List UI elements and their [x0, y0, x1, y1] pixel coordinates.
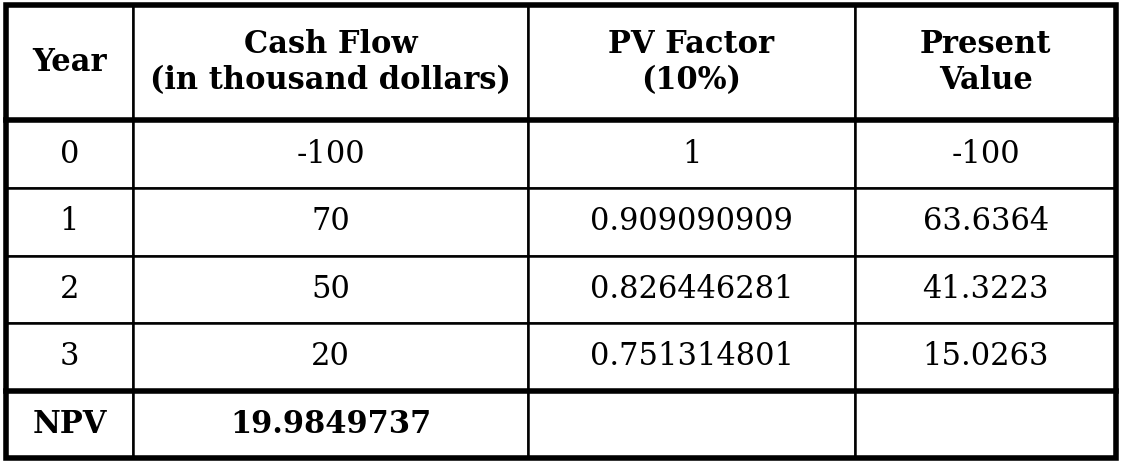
Bar — [6, 5, 134, 120]
Bar — [134, 188, 527, 256]
Bar — [527, 391, 855, 458]
Bar — [6, 188, 134, 256]
Bar — [855, 256, 1116, 323]
Bar — [527, 256, 855, 323]
Text: PV Factor
(10%): PV Factor (10%) — [608, 29, 774, 96]
Text: 70: 70 — [311, 206, 350, 237]
Bar — [134, 5, 527, 120]
Bar — [134, 323, 527, 391]
Bar — [6, 256, 134, 323]
Text: 0: 0 — [59, 138, 80, 169]
Text: 2: 2 — [59, 274, 80, 305]
Bar — [6, 323, 134, 391]
Text: 20: 20 — [311, 341, 350, 372]
Text: -100: -100 — [951, 138, 1020, 169]
Bar — [855, 188, 1116, 256]
Bar — [855, 5, 1116, 120]
Text: Year: Year — [33, 47, 107, 78]
Text: 19.9849737: 19.9849737 — [230, 409, 431, 440]
Bar — [6, 391, 134, 458]
Text: 41.3223: 41.3223 — [922, 274, 1049, 305]
Bar — [527, 188, 855, 256]
Bar — [527, 5, 855, 120]
Bar — [855, 391, 1116, 458]
Text: 1: 1 — [59, 206, 80, 237]
Text: 0.826446281: 0.826446281 — [590, 274, 793, 305]
Bar — [134, 391, 527, 458]
Text: 0.751314801: 0.751314801 — [589, 341, 793, 372]
Text: -100: -100 — [296, 138, 365, 169]
Text: 15.0263: 15.0263 — [922, 341, 1049, 372]
Bar — [6, 120, 134, 188]
Bar — [855, 323, 1116, 391]
Text: 0.909090909: 0.909090909 — [590, 206, 793, 237]
Text: Cash Flow
(in thousand dollars): Cash Flow (in thousand dollars) — [150, 29, 511, 96]
Text: 3: 3 — [59, 341, 80, 372]
Text: 63.6364: 63.6364 — [922, 206, 1049, 237]
Text: 50: 50 — [311, 274, 350, 305]
Bar — [134, 256, 527, 323]
Bar — [855, 120, 1116, 188]
Bar — [134, 120, 527, 188]
Text: NPV: NPV — [33, 409, 107, 440]
Bar — [527, 323, 855, 391]
Bar — [527, 120, 855, 188]
Text: Present
Value: Present Value — [920, 29, 1051, 96]
Text: 1: 1 — [682, 138, 701, 169]
